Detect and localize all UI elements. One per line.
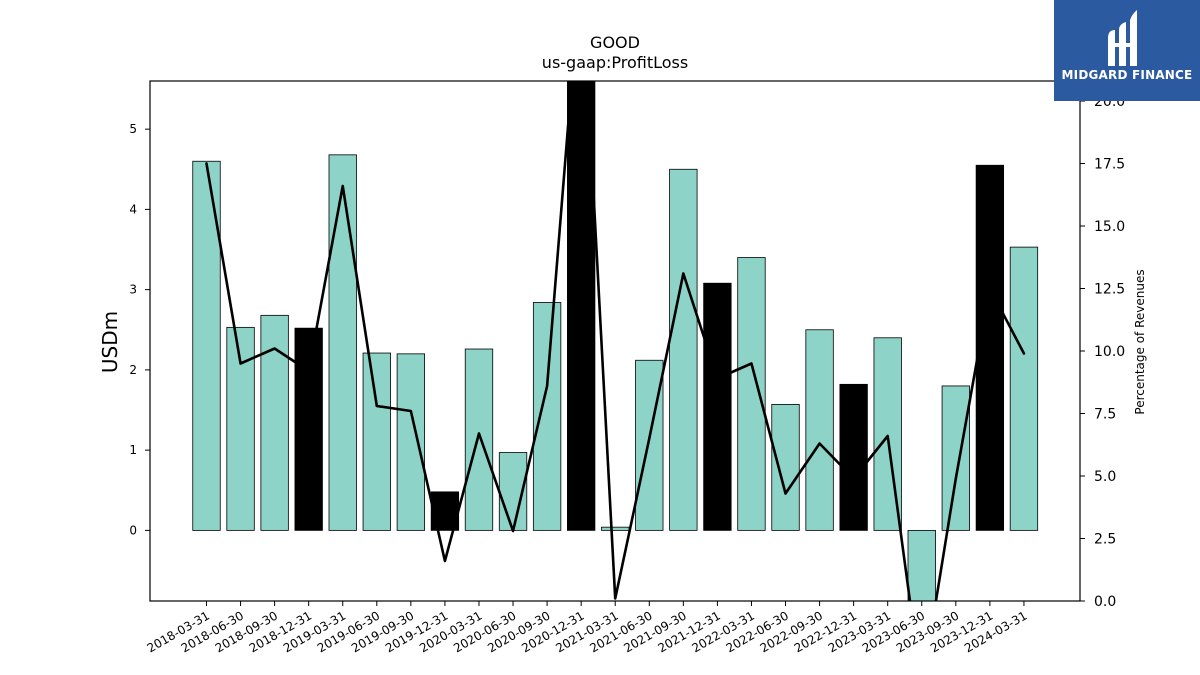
y-tick-label: 5 bbox=[129, 122, 137, 136]
y2-tick-label: 10.0 bbox=[1094, 344, 1125, 360]
chart-title: GOOD bbox=[590, 33, 640, 52]
y2-axis-label: Percentage of Revenues bbox=[1133, 269, 1147, 414]
bars-group bbox=[192, 81, 1039, 601]
y2-tick-label: 12.5 bbox=[1094, 282, 1125, 298]
y-axis-label: USDm bbox=[98, 311, 122, 373]
bar-2023-12-31 bbox=[975, 164, 1005, 531]
y-tick-label: 3 bbox=[129, 283, 137, 297]
y-tick-label: 0 bbox=[129, 523, 137, 537]
plot-frame bbox=[149, 80, 1081, 602]
bar-2020-03-31 bbox=[464, 348, 494, 531]
y2-tick-label: 0.0 bbox=[1094, 594, 1116, 610]
bar-2019-06-30 bbox=[362, 352, 391, 531]
chart-subtitle: us-gaap:ProfitLoss bbox=[542, 53, 688, 72]
bar-2019-09-30 bbox=[396, 353, 426, 531]
y2-tick-label: 15.0 bbox=[1094, 219, 1125, 235]
bar-2020-09-30 bbox=[532, 302, 562, 531]
y2-tick-label: 2.5 bbox=[1094, 532, 1116, 548]
bar-2019-03-31 bbox=[328, 154, 357, 531]
bar-2024-03-31 bbox=[1009, 246, 1039, 531]
logo-text: MIDGARD FINANCE bbox=[1061, 68, 1193, 82]
bar-2021-12-31 bbox=[703, 282, 732, 531]
y-tick-label: 1 bbox=[129, 443, 137, 457]
bar-2021-03-31 bbox=[601, 526, 630, 531]
bar-2018-12-31 bbox=[294, 327, 323, 531]
bar-2022-09-30 bbox=[805, 329, 834, 531]
bar-2022-03-31 bbox=[737, 257, 766, 531]
y2-tick-label: 7.5 bbox=[1094, 407, 1116, 423]
bar-2022-06-30 bbox=[771, 403, 800, 531]
bar-2021-06-30 bbox=[635, 359, 664, 531]
bar-2021-09-30 bbox=[669, 168, 698, 531]
y2-tick-label: 17.5 bbox=[1094, 157, 1125, 173]
bar-2022-12-31 bbox=[839, 383, 868, 531]
bar-2023-06-30 bbox=[907, 529, 936, 601]
y-tick-label: 4 bbox=[129, 202, 137, 216]
bar-2023-09-30 bbox=[941, 385, 970, 531]
line-group bbox=[205, 81, 1026, 601]
midgard-finance-logo: MIDGARD FINANCE bbox=[1054, 0, 1200, 101]
y-tick-label: 2 bbox=[129, 363, 137, 377]
revenue-percentage-line bbox=[205, 81, 1026, 601]
logo-mark-icon bbox=[1108, 10, 1137, 66]
y2-tick-label: 5.0 bbox=[1094, 469, 1116, 485]
